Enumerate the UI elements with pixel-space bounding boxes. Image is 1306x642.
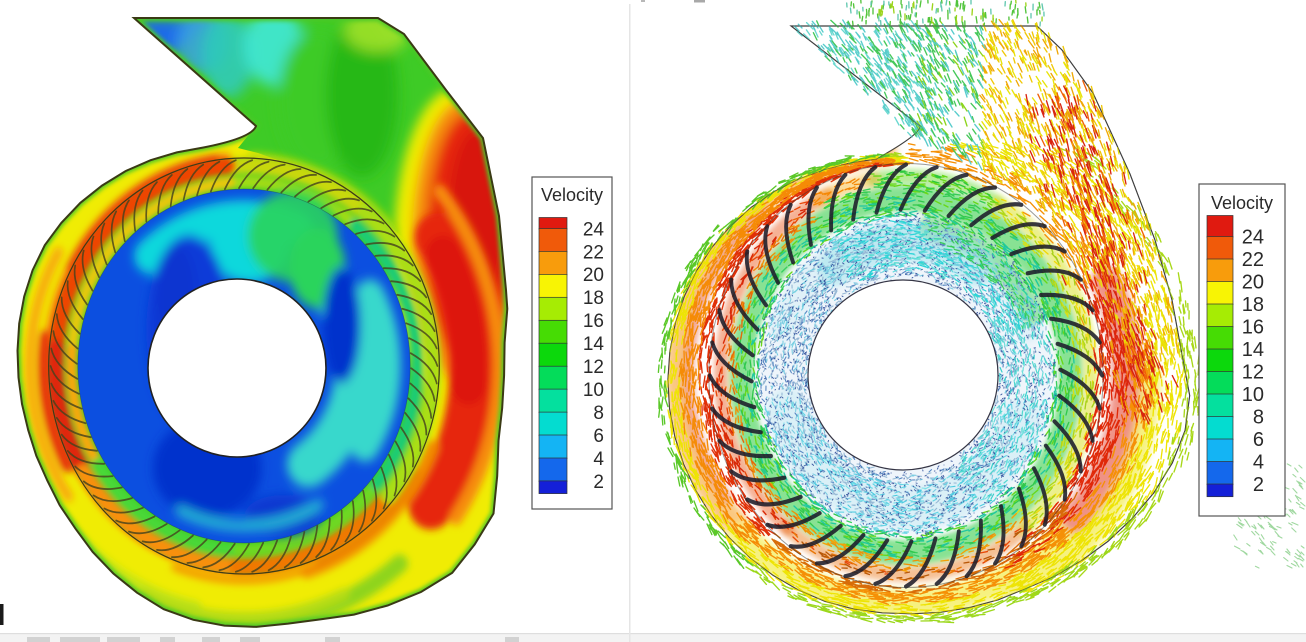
svg-text:16: 16 — [1242, 317, 1264, 339]
svg-text:Velocity: Velocity — [1211, 193, 1273, 213]
svg-text:Velocity: Velocity — [541, 185, 603, 205]
svg-text:18: 18 — [1242, 294, 1264, 316]
svg-text:22: 22 — [1242, 249, 1264, 271]
svg-text:4: 4 — [1253, 452, 1264, 474]
svg-text:4: 4 — [593, 449, 604, 470]
svg-text:24: 24 — [1242, 227, 1264, 249]
svg-text:18: 18 — [583, 288, 604, 309]
svg-text:10: 10 — [583, 380, 604, 401]
svg-text:10: 10 — [1242, 384, 1264, 406]
svg-text:6: 6 — [593, 426, 604, 447]
svg-text:8: 8 — [593, 403, 604, 424]
svg-text:6: 6 — [1253, 429, 1264, 451]
svg-text:16: 16 — [583, 311, 604, 332]
svg-text:2: 2 — [1253, 474, 1264, 496]
svg-text:2: 2 — [593, 472, 604, 493]
svg-text:14: 14 — [1242, 339, 1264, 361]
svg-text:22: 22 — [583, 242, 604, 263]
svg-text:12: 12 — [583, 357, 604, 378]
svg-text:14: 14 — [583, 334, 605, 355]
svg-text:24: 24 — [583, 219, 605, 240]
svg-text:20: 20 — [1242, 272, 1264, 294]
svg-text:8: 8 — [1253, 407, 1264, 429]
svg-text:12: 12 — [1242, 362, 1264, 384]
svg-text:20: 20 — [583, 265, 604, 286]
